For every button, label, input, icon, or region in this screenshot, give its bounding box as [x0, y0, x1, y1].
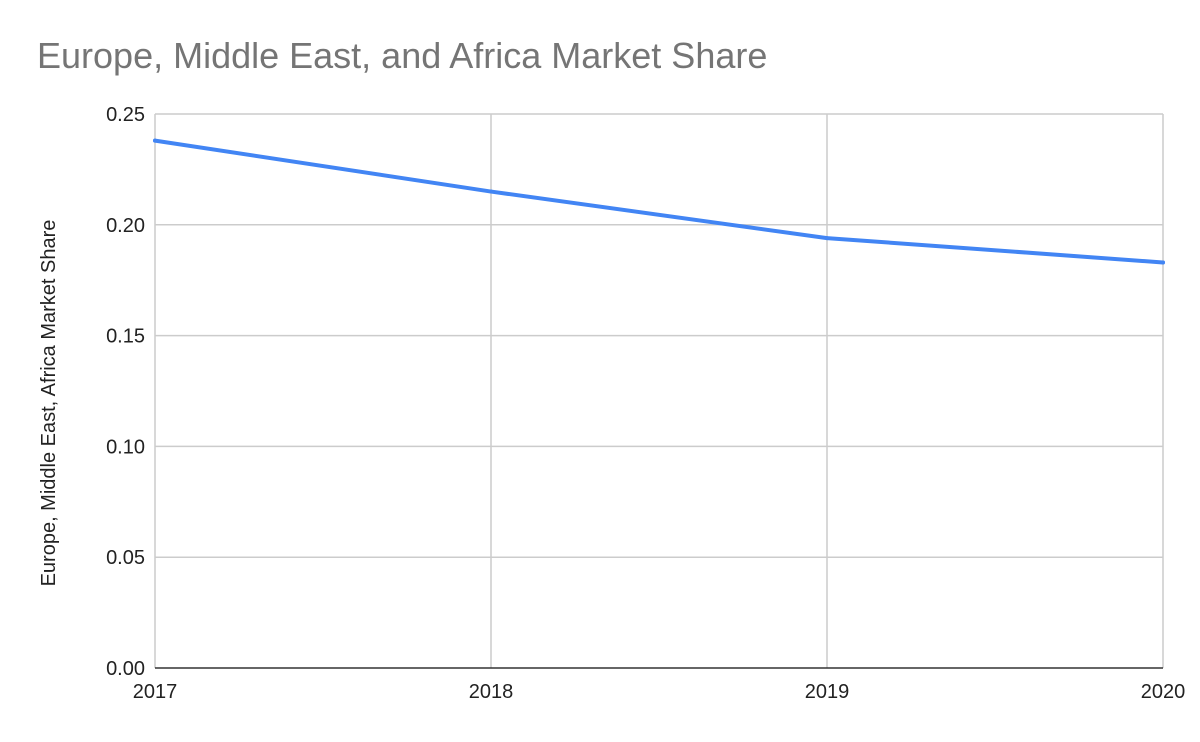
y-tick-label: 0.05	[106, 547, 145, 569]
series-line	[153, 138, 1165, 265]
y-axis-title: Europe, Middle East, Africa Market Share	[38, 220, 60, 587]
x-tick-label: 2018	[469, 681, 514, 703]
y-axis-tick-labels: 0.00 0.05 0.10 0.15 0.20 0.25	[106, 104, 145, 680]
y-tick-label: 0.10	[106, 436, 145, 458]
y-tick-label: 0.25	[106, 104, 145, 126]
x-tick-label: 2017	[133, 681, 178, 703]
y-tick-label: 0.20	[106, 215, 145, 237]
x-gridlines	[154, 114, 1164, 668]
x-tick-label: 2019	[805, 681, 850, 703]
data-point	[153, 138, 157, 143]
y-tick-label: 0.15	[106, 326, 145, 348]
data-point	[489, 189, 493, 194]
data-point	[825, 236, 829, 241]
x-tick-label: 2020	[1141, 681, 1186, 703]
chart-title: Europe, Middle East, and Africa Market S…	[37, 35, 767, 76]
y-tick-label: 0.00	[106, 658, 145, 680]
data-point	[1161, 260, 1165, 265]
series-group	[153, 138, 1165, 265]
x-axis-tick-labels: 2017 2018 2019 2020	[133, 681, 1186, 703]
y-gridlines	[155, 113, 1163, 558]
